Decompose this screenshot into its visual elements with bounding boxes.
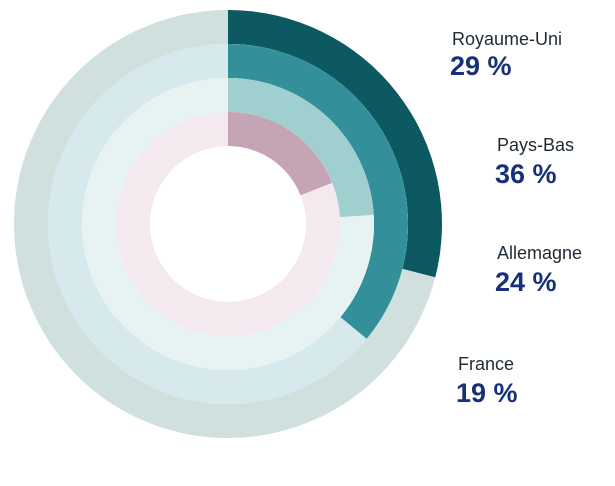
value-label: 29 % bbox=[450, 51, 512, 81]
ring-arc bbox=[228, 44, 408, 339]
value-label: 19 % bbox=[456, 378, 518, 408]
ring-arc bbox=[228, 112, 333, 196]
legend-name: Royaume-Uni bbox=[452, 29, 562, 49]
legend-name: Allemagne bbox=[497, 243, 582, 263]
ring-arc bbox=[228, 78, 374, 217]
legend-name: France bbox=[458, 354, 514, 374]
ring-arc bbox=[228, 10, 442, 278]
value-label: 36 % bbox=[495, 159, 557, 189]
legend-name: Pays-Bas bbox=[497, 135, 574, 155]
value-label: 24 % bbox=[495, 267, 557, 297]
